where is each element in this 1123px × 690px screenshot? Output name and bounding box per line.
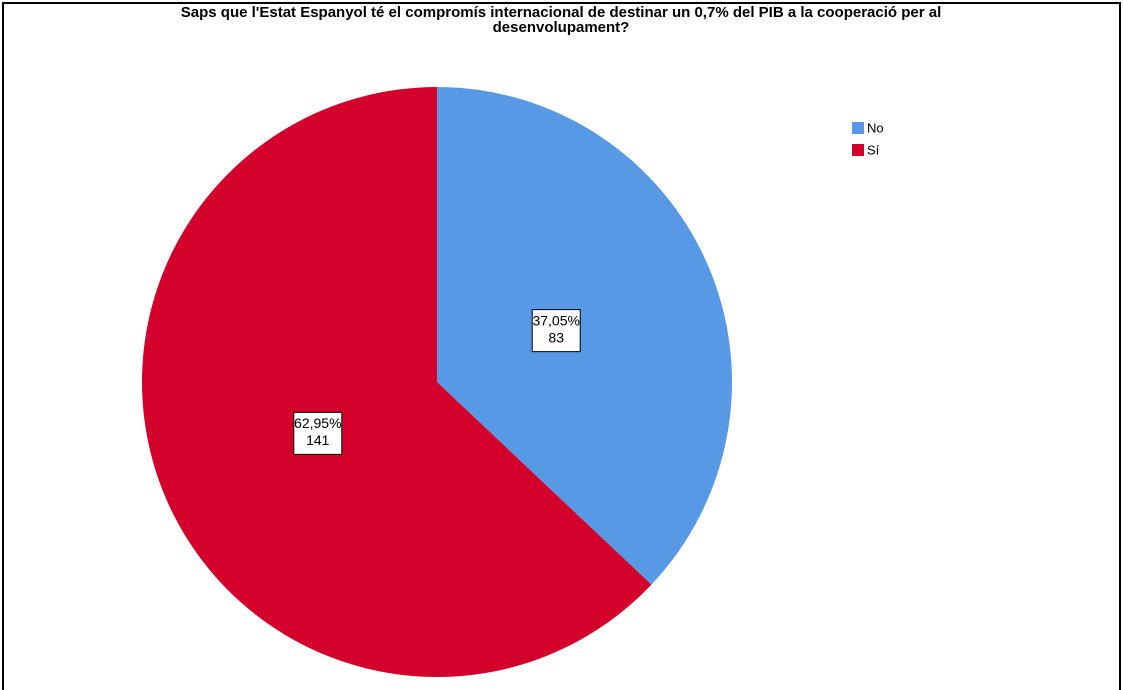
legend-swatch	[852, 144, 864, 156]
chart-title: desenvolupament?	[493, 19, 630, 36]
legend-label: Sí	[867, 142, 880, 157]
data-label: 37,05%	[532, 312, 579, 328]
legend-label: No	[867, 120, 884, 135]
pie-slice	[437, 87, 733, 585]
data-count: 83	[548, 329, 564, 345]
label-box	[531, 309, 581, 353]
data-label: 62,95%	[294, 415, 341, 431]
pie-slice	[141, 87, 652, 678]
legend-swatch	[852, 122, 864, 134]
label-box	[293, 411, 343, 455]
chart-title: Saps que l'Estat Espanyol té el compromí…	[181, 4, 941, 21]
data-count: 141	[306, 432, 330, 448]
